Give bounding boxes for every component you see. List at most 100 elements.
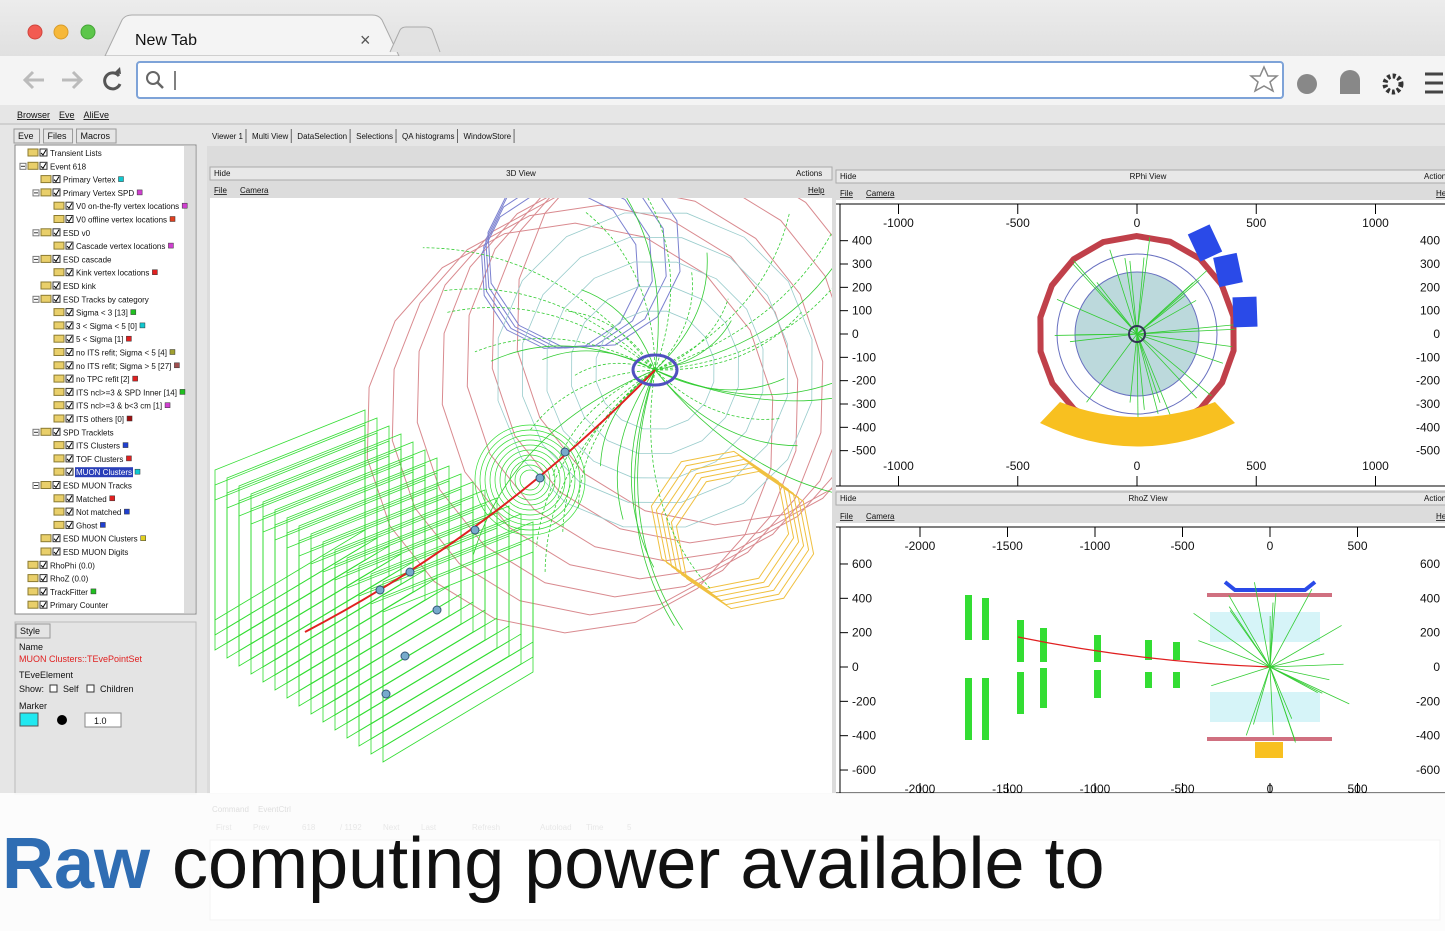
menu-item[interactable]: Help [808,186,825,195]
hide-button[interactable]: Hide [840,494,857,503]
tree-item[interactable]: Matched [76,495,107,504]
menu-item[interactable]: Browser [17,110,50,120]
actions-button[interactable]: Actions [796,169,822,178]
tree-item[interactable]: 5 < Sigma [1] [76,335,123,344]
actions-button[interactable]: Actions [1424,494,1445,503]
menu-item[interactable]: Eve [59,110,75,120]
x-tick-label: -1500 [992,539,1023,553]
zoom-button[interactable] [81,25,95,39]
tree-item[interactable]: ITS ncl>=3 & SPD Inner [14] [76,388,177,397]
left-tab[interactable]: Macros [81,131,111,141]
menu-item[interactable]: Help [1436,512,1445,521]
menu-item[interactable]: File [840,512,853,521]
menu-item[interactable]: Camera [866,512,895,521]
folder-icon [54,309,64,316]
muon-station [1017,620,1024,662]
color-swatch [140,323,145,328]
muon-station [1094,635,1101,662]
actions-button[interactable]: Actions [1424,172,1445,181]
tree-item[interactable]: Primary Vertex [63,176,115,185]
tree-item[interactable]: Primary Vertex SPD [63,189,134,198]
tree-item[interactable]: Ghost [76,521,98,530]
view-tab[interactable]: Multi View [252,132,289,141]
tree-item[interactable]: Not matched [76,508,121,517]
screen: New Tab × BrowserEveAliEveEveFilesMacros… [0,0,1445,931]
tree-item[interactable]: V0 offline vertex locations [76,216,167,225]
address-bar[interactable] [137,62,1283,98]
marker-size[interactable]: 1.0 [94,716,107,726]
tab-close[interactable]: × [360,30,371,50]
menu-item[interactable]: Camera [240,186,269,195]
menu-item[interactable]: AliEve [84,110,110,120]
color-swatch [165,403,170,408]
minimize-button[interactable] [54,25,68,39]
tree-item[interactable]: SPD Tracklets [63,428,114,437]
tree-item[interactable]: ITS ncl>=3 & b<3 cm [1] [76,402,162,411]
checkbox[interactable] [50,685,57,692]
x-tick-label: -500 [1006,216,1030,230]
menu-item[interactable]: Help [1436,189,1445,198]
ghost-icon[interactable] [1340,70,1360,94]
x-tick-label: -1000 [883,216,914,230]
hide-button[interactable]: Hide [840,172,857,181]
folder-icon [54,442,64,449]
tree-item[interactable]: Transient Lists [50,149,102,158]
left-tab[interactable]: Eve [18,131,34,141]
style-tab[interactable]: Style [20,626,40,636]
tree-item[interactable]: no ITS refit; Sigma < 5 [4] [76,349,167,358]
tree-item[interactable]: ITS Clusters [76,442,120,451]
value: MUON Clusters::TEvePointSet [19,654,143,664]
view-tab[interactable]: QA histograms [402,132,454,141]
y-tick-label: -200 [852,694,876,708]
color-swatch [91,589,96,594]
tree-item[interactable]: no TPC refit [2] [76,375,130,384]
folder-icon [54,521,64,528]
tree-item[interactable]: V0 on-the-fly vertex locations [76,202,179,211]
canvas-rhoz [836,523,1445,793]
close-button[interactable] [28,25,42,39]
tree-item[interactable]: Kink vertex locations [76,269,149,278]
hide-button[interactable]: Hide [214,169,231,178]
color-swatch [126,336,131,341]
tree-item[interactable]: ESD MUON Tracks [63,482,132,491]
y-tick-label: -200 [1416,694,1440,708]
tree-item[interactable]: Sigma < 3 [13] [76,309,128,318]
menu-item[interactable]: Camera [866,189,895,198]
menu-item[interactable]: File [214,186,227,195]
tree-scrollbar[interactable] [184,146,195,613]
extension-icon[interactable] [1297,74,1317,94]
view-tab[interactable]: DataSelection [297,132,347,141]
y-tick-label: 0 [852,327,859,341]
tree-item[interactable]: ESD Tracks by category [63,295,149,304]
x-tick-label: -1000 [1080,539,1111,553]
tree-item[interactable]: ESD MUON Digits [63,548,128,557]
tree-item[interactable]: Primary Counter [50,601,109,610]
tree-item[interactable]: 3 < Sigma < 5 [0] [76,322,137,331]
y-tick-label: -400 [1416,420,1440,434]
folder-icon [54,415,64,422]
tree-item[interactable]: ESD kink [63,282,97,291]
muon-station [965,678,972,740]
tree-item[interactable]: ESD cascade [63,255,112,264]
view-tab[interactable]: WindowStore [464,132,512,141]
tree-item[interactable]: RhoZ (0.0) [50,575,89,584]
left-tab[interactable]: Files [48,131,68,141]
checkbox[interactable] [87,685,94,692]
tree-item[interactable]: Event 618 [50,162,87,171]
tree-item[interactable]: ESD v0 [63,229,91,238]
tree-item[interactable]: TOF Clusters [76,455,123,464]
tree-item[interactable]: TrackFitter [50,588,88,597]
tree-item[interactable]: no ITS refit; Sigma > 5 [27] [76,362,171,371]
marker-style[interactable] [57,715,67,725]
y-tick-label: 300 [852,257,872,271]
marker-color[interactable] [20,713,38,726]
tree-item[interactable]: ESD MUON Clusters [63,535,138,544]
tree-item[interactable]: MUON Clusters [76,468,132,477]
tree-item[interactable]: Cascade vertex locations [76,242,165,251]
menu-item[interactable]: File [840,189,853,198]
view-tab[interactable]: Viewer 1 [212,132,244,141]
tree-item[interactable]: ITS others [0] [76,415,124,424]
tree-item[interactable]: RhoPhi (0.0) [50,561,95,570]
view-tab[interactable]: Selections [356,132,393,141]
label: Marker [19,701,47,711]
